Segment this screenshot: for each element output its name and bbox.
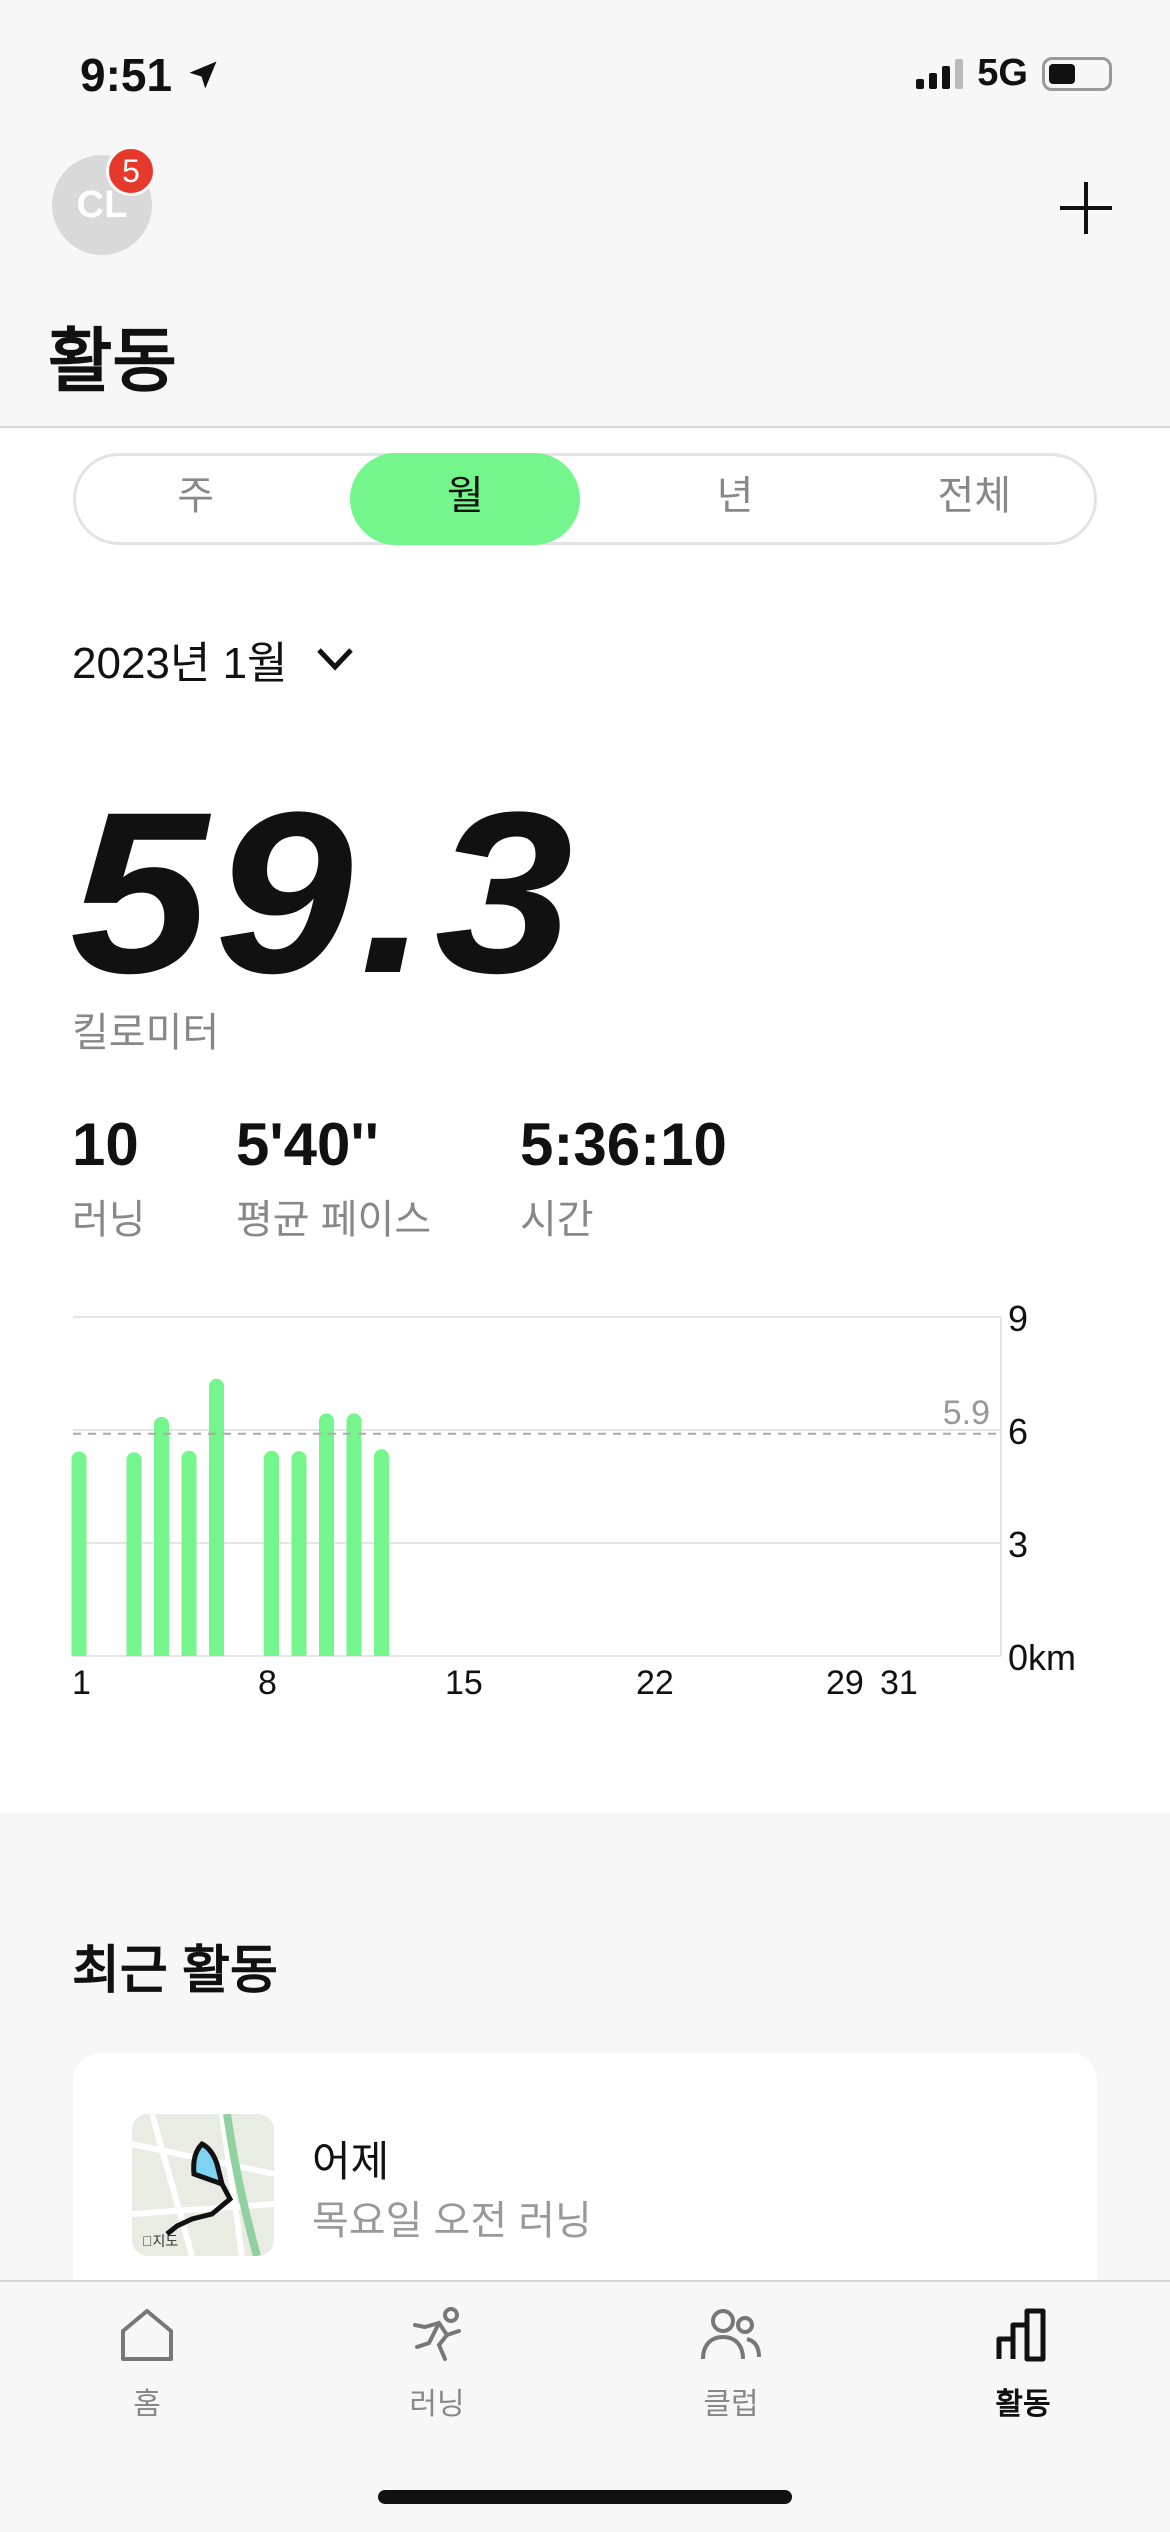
bar-base (374, 1646, 389, 1656)
tab-month[interactable]: 월 (350, 453, 581, 545)
x-tick-label: 1 (72, 1664, 91, 1702)
tab-label: 활동 (995, 2388, 1051, 2421)
bar-base (291, 1646, 307, 1656)
bar-day-8 (264, 1450, 279, 1656)
x-tick-label: 15 (445, 1664, 483, 1702)
club-icon (701, 2309, 761, 2360)
stat-value: 10 (72, 1111, 139, 1178)
bar-day-12 (374, 1449, 389, 1656)
stat-label: 평균 페이스 (236, 1198, 432, 1242)
status-right: 5G (916, 52, 1112, 95)
home-indicator (378, 2490, 792, 2504)
bar-day-1 (71, 1451, 87, 1656)
tab-week[interactable]: 주 (177, 474, 215, 518)
activity-subtitle: 목요일 오전 러닝 (312, 2199, 592, 2243)
period-selector[interactable]: 2023년 1월 (72, 627, 354, 691)
notification-badge: 5 (106, 146, 156, 196)
x-tick-label: 8 (258, 1664, 277, 1702)
stat-value: 5:36:10 (520, 1111, 727, 1178)
bar-day-10 (319, 1413, 334, 1656)
y-tick-label: 3 (1008, 1524, 1028, 1565)
bar-base (71, 1646, 87, 1656)
bar-base (209, 1646, 224, 1656)
tab-all[interactable]: 전체 (937, 474, 1012, 518)
plus-icon[interactable] (1058, 180, 1114, 236)
status-time: 9:51 (80, 48, 221, 102)
average-label: 5.9 (943, 1394, 990, 1432)
stat-time: 5:36:10 시간 (520, 1110, 727, 1245)
y-tick-label: 0km (1008, 1637, 1076, 1678)
chevron-down-icon (316, 648, 353, 671)
tab-label: 클럽 (703, 2388, 759, 2421)
bar-base (346, 1646, 362, 1656)
stat-pace: 5'40'' 평균 페이스 (236, 1110, 431, 1245)
y-tick-label: 6 (1008, 1411, 1028, 1452)
distance-unit: 킬로미터 (72, 1011, 220, 1055)
bar-day-6 (209, 1378, 224, 1656)
x-tick-label: 31 (880, 1664, 918, 1702)
total-distance: 59.3 (70, 764, 580, 1021)
bar-day-9 (291, 1451, 307, 1656)
activity-icon (996, 2308, 1046, 2362)
stat-value: 5'40'' (236, 1111, 379, 1178)
stat-label: 러닝 (72, 1198, 146, 1242)
tab-activity[interactable]: 활동 (923, 2305, 1123, 2423)
bar-base (181, 1646, 197, 1656)
tab-label: 홈 (133, 2388, 161, 2421)
tab-label: 러닝 (409, 2388, 465, 2421)
time-text: 9:51 (80, 49, 173, 101)
stat-label: 시간 (520, 1198, 594, 1242)
page-title: 활동 (48, 322, 177, 400)
home-icon (121, 2309, 173, 2361)
tab-year[interactable]: 년 (716, 474, 754, 518)
bar-day-3 (126, 1452, 142, 1656)
period-label: 2023년 1월 (72, 639, 288, 688)
distance-bar-chart: 0km 3 6 9 5.9 1 8 15 22 29 31 (71, 1298, 1076, 1702)
y-tick-label: 9 (1008, 1298, 1028, 1339)
route-map-thumbnail: 지도 (132, 2114, 274, 2256)
map-label: 지도 (142, 2233, 178, 2249)
recent-title: 최근 활동 (72, 1942, 278, 2000)
activity-title: 어제 (312, 2138, 390, 2185)
bar-day-5 (181, 1450, 197, 1656)
tab-club[interactable]: 클럽 (631, 2305, 831, 2423)
stat-runs: 10 러닝 (72, 1110, 146, 1245)
location-arrow-icon (189, 61, 217, 89)
battery-icon (1042, 56, 1112, 91)
tab-home[interactable]: 홈 (47, 2305, 247, 2423)
network-type: 5G (977, 52, 1028, 94)
x-tick-label: 29 (826, 1664, 864, 1702)
tab-running[interactable]: 러닝 (337, 2305, 537, 2423)
bar-day-4 (154, 1416, 169, 1656)
bar-base (264, 1646, 279, 1656)
signal-icon (916, 58, 964, 89)
bar-base (319, 1646, 334, 1656)
bar-day-11 (346, 1413, 362, 1656)
running-icon (413, 2307, 461, 2361)
bar-base (126, 1646, 142, 1656)
period-segmented-control: 주 월 년 전체 (73, 453, 1097, 545)
x-tick-label: 22 (636, 1664, 674, 1702)
bar-base (154, 1646, 169, 1656)
